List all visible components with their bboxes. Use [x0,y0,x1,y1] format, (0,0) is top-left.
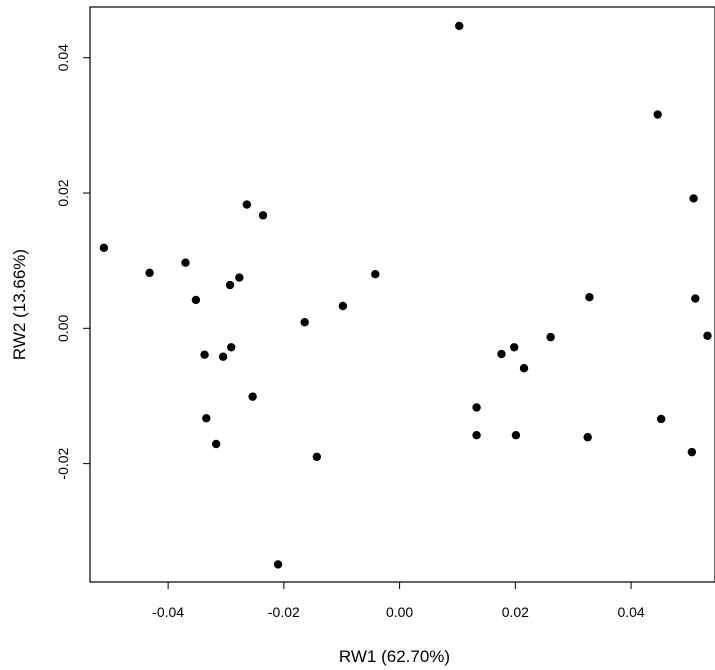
data-point [242,200,252,209]
y-tick-label: 0.04 [55,44,71,71]
data-point [371,270,380,279]
data-point [225,280,235,290]
data-point [248,392,257,401]
data-point [691,294,700,303]
data-point [689,194,698,203]
plot-frame [89,6,715,583]
y-tick-label: 0.00 [55,314,71,341]
x-tick-label: 0.00 [386,604,413,620]
data-point [211,439,221,449]
data-point [218,352,228,361]
x-axis-label: RW1 (62.70%) [339,647,450,666]
data-point [585,293,594,302]
x-tick-label: -0.02 [268,604,300,620]
data-point [258,211,268,220]
data-point [497,349,506,359]
data-point [703,331,712,340]
data-point [202,414,211,423]
data-point [583,433,592,442]
data-point [687,447,697,457]
data-point [455,21,464,31]
data-point [338,301,348,311]
data-point [656,414,666,424]
data-point [273,560,283,569]
data-point [300,318,309,327]
y-tick-label: -0.02 [55,447,71,479]
y-axis-label: RW2 (13.66%) [10,249,29,360]
data-points [99,21,712,569]
x-tick-label: -0.04 [152,604,184,620]
data-point [546,332,555,342]
data-point [312,452,322,462]
x-tick-label: 0.04 [617,604,644,620]
data-point [519,364,529,373]
data-point [200,350,209,359]
y-axis-ticks: -0.02 0.00 0.02 0.04 [55,44,90,480]
x-axis-ticks: -0.04 -0.02 0.00 0.02 0.04 [152,582,645,620]
y-tick-label: 0.02 [55,179,71,206]
data-point [472,431,481,440]
data-point [227,343,236,352]
data-point [472,403,481,412]
data-point [511,431,521,440]
data-point [99,243,109,253]
data-point [191,295,201,305]
data-point [509,343,519,352]
x-tick-label: 0.02 [502,604,529,620]
data-point [653,110,662,119]
data-point [235,273,244,282]
data-point [181,258,190,267]
data-point [145,268,154,278]
